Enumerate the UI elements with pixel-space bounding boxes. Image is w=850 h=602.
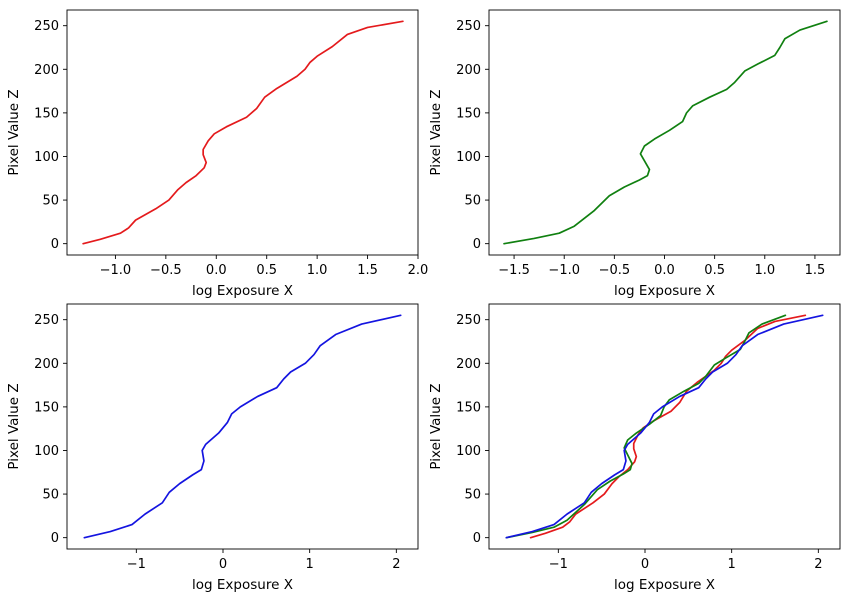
y-axis-label: Pixel Value Z xyxy=(6,89,22,175)
y-tick-label: 50 xyxy=(42,488,59,503)
y-tick-label: 50 xyxy=(42,194,59,209)
y-tick-label: 200 xyxy=(34,357,59,372)
subplot-3: −1 0 1 2 0 50 100 150 200 250 log Exposure X Pixel … xyxy=(6,303,419,593)
y-tick-label: 0 xyxy=(51,531,59,546)
x-tick-label: −1 xyxy=(549,557,568,572)
x-tick-label: 0 xyxy=(641,557,649,572)
x-tick-label: 1.0 xyxy=(307,263,328,278)
y-axis-label: Pixel Value Z xyxy=(6,383,22,469)
x-tick-label: −1.0 xyxy=(548,263,580,278)
y-tick-label: 150 xyxy=(34,106,59,121)
subplot-4: −1 0 1 2 0 50 100 150 200 250 log Exposure X Pixel … xyxy=(428,303,841,593)
x-axis-label: log Exposure X xyxy=(192,283,293,299)
x-tick-label: −0.5 xyxy=(150,263,182,278)
y-tick-label: 100 xyxy=(456,150,481,165)
x-tick-label: 2.0 xyxy=(408,263,429,278)
x-tick-label: −1 xyxy=(127,557,146,572)
y-tick-label: 250 xyxy=(456,19,481,34)
y-tick-label: 100 xyxy=(34,444,59,459)
y-tick-label: 50 xyxy=(464,488,481,503)
y-tick-label: 200 xyxy=(456,63,481,78)
y-tick-label: 250 xyxy=(34,313,59,328)
y-tick-label: 50 xyxy=(464,194,481,209)
x-axis-label: log Exposure X xyxy=(614,577,715,593)
y-tick-label: 0 xyxy=(51,237,59,252)
y-tick-label: 100 xyxy=(456,444,481,459)
blue-curve-line xyxy=(83,314,402,539)
y-tick-label: 150 xyxy=(34,400,59,415)
x-tick-label: 0.0 xyxy=(654,263,675,278)
x-axis-label: log Exposure X xyxy=(614,283,715,299)
x-tick-label: 0.0 xyxy=(206,263,227,278)
y-tick-label: 250 xyxy=(456,313,481,328)
x-tick-label: −0.5 xyxy=(599,263,631,278)
red-curve-line xyxy=(82,20,404,245)
y-tick-label: 0 xyxy=(473,237,481,252)
x-tick-label: 1.5 xyxy=(357,263,378,278)
x-tick-label: 1.0 xyxy=(754,263,775,278)
x-tick-label: 2 xyxy=(392,557,400,572)
y-tick-label: 150 xyxy=(456,106,481,121)
x-tick-label: 1 xyxy=(306,557,314,572)
green-curve-line xyxy=(505,314,787,539)
subplot-2: −1.5 −1.0 −0.5 0.0 0.5 1.0 1.5 0 50 100 150 200 250 l… xyxy=(428,9,841,299)
x-tick-label: 1.5 xyxy=(805,263,826,278)
y-tick-label: 100 xyxy=(34,150,59,165)
green-curve-line xyxy=(503,20,828,245)
x-tick-label: −1.0 xyxy=(100,263,132,278)
subplot-1: −1.0 −0.5 0.0 0.5 1.0 1.5 2.0 0 50 100 150 200 250 lo… xyxy=(6,9,429,299)
x-axis-label: log Exposure X xyxy=(192,577,293,593)
y-tick-label: 200 xyxy=(456,357,481,372)
y-tick-label: 0 xyxy=(473,531,481,546)
y-tick-label: 250 xyxy=(34,19,59,34)
y-axis-label: Pixel Value Z xyxy=(428,89,444,175)
blue-curve-line xyxy=(505,314,824,539)
x-tick-label: 1 xyxy=(728,557,736,572)
x-tick-label: 0.5 xyxy=(256,263,277,278)
y-tick-label: 200 xyxy=(34,63,59,78)
axes-frame xyxy=(488,303,841,550)
x-tick-label: 2 xyxy=(814,557,822,572)
x-tick-label: 0 xyxy=(219,557,227,572)
y-tick-label: 150 xyxy=(456,400,481,415)
axes-frame xyxy=(66,9,419,256)
y-axis-label: Pixel Value Z xyxy=(428,383,444,469)
x-tick-label: −1.5 xyxy=(498,263,530,278)
x-tick-label: 0.5 xyxy=(704,263,725,278)
axes-frame xyxy=(66,303,419,550)
red-curve-line xyxy=(529,314,807,539)
